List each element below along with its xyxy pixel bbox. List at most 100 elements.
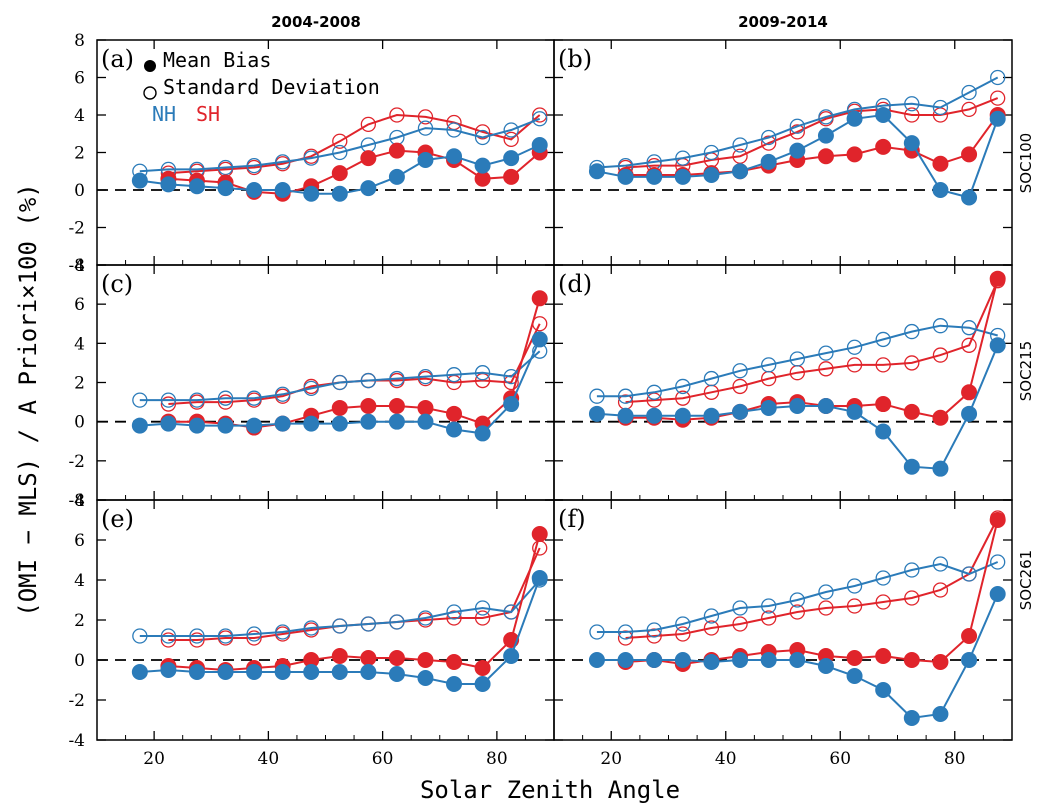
panel-f-nh-bias-point <box>617 652 634 668</box>
panel-e-sh-std-point <box>189 632 205 648</box>
panel-d-nh-std-line <box>596 324 998 398</box>
panel-f-nh-std-point <box>732 600 748 616</box>
y-tick-label: 2 <box>74 374 85 394</box>
panel-f-nh-bias-point <box>932 706 949 722</box>
panel-a-nh-std-point <box>332 144 348 161</box>
legend: Mean Bias Standard Deviation NH SH <box>143 48 380 126</box>
panel-e-nh-std-point <box>360 616 376 632</box>
panel-f-nh-bias-point <box>789 652 806 668</box>
panel-c-sh-std-point <box>217 394 234 410</box>
panel-c-nh-bias-point <box>474 425 491 442</box>
y-tick-label: 0 <box>74 651 85 671</box>
panel-e-nh-bias-point <box>503 648 520 664</box>
panel-f-nh-std-point <box>932 556 949 572</box>
panel-b-sh-bias-point <box>932 155 949 172</box>
panel-e-sh-bias-point <box>360 650 377 666</box>
panel-d-nh-bias-point <box>903 458 920 475</box>
panel-b-sh-std-point <box>904 107 920 123</box>
panel-a-nh-bias-point <box>417 152 434 168</box>
panel-e-nh-std-point <box>132 628 148 644</box>
panel-e-sh-std-point <box>246 630 262 646</box>
panel-c-nh-std-point <box>474 365 491 381</box>
panel-c-nh-bias-point <box>417 413 434 430</box>
panel-f-nh-bias-point <box>703 654 720 670</box>
panel-a-nh-std-point <box>446 122 462 138</box>
panel-f-sh-std-point <box>732 616 748 632</box>
panel-d-sh-bias-point <box>961 384 978 401</box>
panel-e-sh-bias-point <box>474 660 491 676</box>
panel-d-nh-std-point <box>732 363 748 379</box>
panel-e-nh-bias-point <box>360 664 377 680</box>
panel-c-nh-bias-point <box>388 413 405 430</box>
panel-a-sh-bias-point <box>388 142 405 159</box>
panel-c-sh-bias-point <box>331 399 348 416</box>
panel-f-nh-bias-point <box>989 586 1006 602</box>
panel-e-nh-bias-point <box>331 664 348 680</box>
y-tick-label: -2 <box>68 691 85 711</box>
panel-d-label: (d) <box>558 270 592 298</box>
panel-b-nh-std-point <box>761 129 777 146</box>
panel-f-nh-bias-point <box>646 652 663 668</box>
panel-b-nh-bias-point <box>703 167 720 183</box>
panel-b-nh-std-point <box>990 69 1006 86</box>
panel-a-label: (a) <box>101 45 134 73</box>
panel-d-nh-bias-point <box>989 337 1006 354</box>
panel-e-nh-bias-point <box>474 676 491 692</box>
panel-b-nh-bias-point <box>817 127 834 144</box>
x-tick-label: 40 <box>715 749 737 769</box>
panel-a-sh-std-point <box>360 116 376 133</box>
panel-d-nh-std-point <box>846 339 863 355</box>
panel-b-sh-std-point <box>789 124 805 140</box>
panel-f-sh-std-point <box>789 604 805 620</box>
panel-a-nh-std-point <box>275 154 291 170</box>
y-tick-label: 8 <box>74 31 85 51</box>
panel-c-nh-bias-point <box>188 417 205 434</box>
x-tick-label: 80 <box>486 749 508 769</box>
y-axis-title: (OMI − MLS) / A Priori×100 (%) <box>14 183 42 616</box>
panel-d-nh-bias-point <box>846 403 863 420</box>
panel-c-nh-std-point <box>189 392 205 408</box>
legend-nh-label: NH <box>152 102 176 126</box>
panel-c-nh-std-point <box>303 380 319 397</box>
panel-c-nh-bias-point <box>246 417 263 434</box>
panel-a-sh-std-line <box>168 113 541 175</box>
panel-f-nh-std-line <box>596 561 999 633</box>
panel-b-nh-std-point <box>961 84 977 101</box>
panel-d-nh-std-point <box>675 378 691 395</box>
panel-f-sh-bias-point <box>903 652 920 668</box>
panel-c-nh-std-point <box>160 392 177 408</box>
panel-a-nh-bias-point <box>503 150 520 167</box>
panel-e-nh-std-line <box>139 579 541 637</box>
y-tick-label: 6 <box>74 531 85 551</box>
panel-d-nh-std-point <box>904 323 920 340</box>
panel-b-nh-std-point <box>703 144 720 161</box>
panel-c-sh-bias-line <box>168 298 541 429</box>
panel-b-nh-bias-point <box>760 153 777 170</box>
panel-c-nh-std-point <box>275 386 291 402</box>
panel-e-nh-std-point <box>160 628 177 644</box>
panel-d-sh-std-point <box>875 357 891 373</box>
panel-f-sh-bias-point <box>989 512 1006 528</box>
panel-e-sh-bias-point <box>331 648 348 664</box>
panel-c-sh-bias-point <box>446 405 463 422</box>
legend-mean-bias-marker <box>144 60 156 72</box>
panel-f-sh-bias-point <box>846 650 863 666</box>
row-label-soc215: SOC215 <box>1017 341 1035 401</box>
y-tick-label: 4 <box>74 334 85 354</box>
y-tick-label: 4 <box>74 106 85 126</box>
panel-f-nh-bias-point <box>961 652 978 668</box>
panel-f-label: (f) <box>558 505 586 533</box>
panel-c-nh-std-point <box>332 374 348 391</box>
panel-f-nh-bias-point <box>760 652 777 668</box>
panel-a-sh-std-point <box>389 107 405 123</box>
panel-b-nh-bias-point <box>846 110 863 127</box>
y-tick-label: 2 <box>74 144 85 164</box>
legend-mean-bias-label: Mean Bias <box>163 48 271 72</box>
panel-f-sh-bias-point <box>932 654 949 670</box>
panel-e-nh-std-point <box>246 626 262 642</box>
panel-d-nh-bias-point <box>932 460 949 477</box>
y-tick-label: -4 <box>68 491 85 511</box>
panel-d: (d) <box>553 264 1013 501</box>
panel-f-sh-std-line <box>625 517 999 639</box>
